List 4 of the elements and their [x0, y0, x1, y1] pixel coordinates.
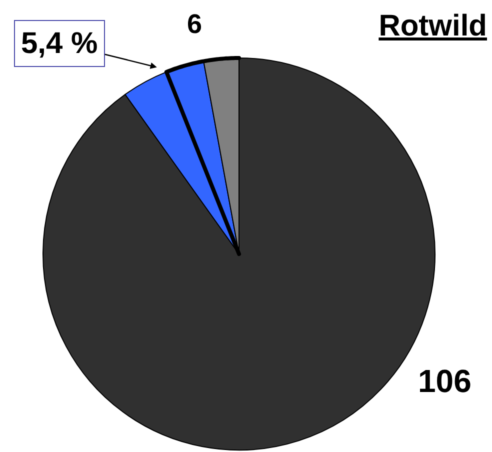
text: 5,4 %	[21, 27, 98, 60]
chart-title: Rotwild	[378, 10, 487, 42]
data-label: 106	[418, 363, 472, 399]
text: 6	[187, 9, 202, 39]
